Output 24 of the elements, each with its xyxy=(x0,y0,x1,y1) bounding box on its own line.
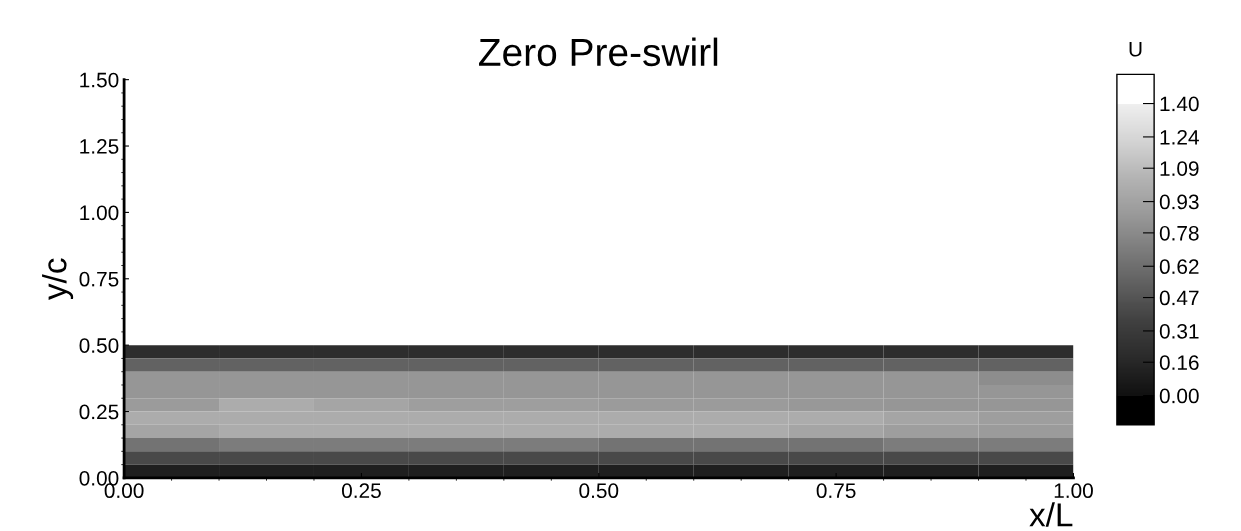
y-tick-label: 1.50 xyxy=(80,72,119,88)
color-bar-label: 0.93 xyxy=(1159,194,1199,210)
color-bar-label: 0.31 xyxy=(1159,323,1199,339)
color-bar-label: 0.16 xyxy=(1159,355,1199,370)
y-tick-label: 1.00 xyxy=(80,205,119,221)
y-tick-label: 0.50 xyxy=(79,338,119,353)
x-tick-label: 0.50 xyxy=(579,483,619,499)
color-bar-title: U xyxy=(1129,41,1142,57)
color-bar-label: 1.40 xyxy=(1160,96,1199,112)
y-tick-label: 1.25 xyxy=(80,139,119,154)
y-axis-title: y/c xyxy=(42,258,74,300)
x-axis-title: x/L xyxy=(1029,502,1073,527)
color-bar-label: 1.24 xyxy=(1160,129,1199,145)
y-tick-label: 0.75 xyxy=(79,271,119,287)
color-bar-label: 1.09 xyxy=(1160,161,1199,176)
chart-title: Zero Pre-swirl xyxy=(479,37,718,67)
color-bar-label: 0.78 xyxy=(1159,225,1199,241)
color-bar-label: 0.62 xyxy=(1159,259,1199,275)
x-tick-label: 0.25 xyxy=(341,483,381,499)
color-bar-label: 0.47 xyxy=(1159,290,1199,306)
color-bar-label: 0.00 xyxy=(1159,388,1199,404)
y-tick-label: 0.25 xyxy=(79,404,119,420)
x-tick-label: 1.00 xyxy=(1054,483,1093,499)
x-tick-label: 0.75 xyxy=(816,483,856,499)
